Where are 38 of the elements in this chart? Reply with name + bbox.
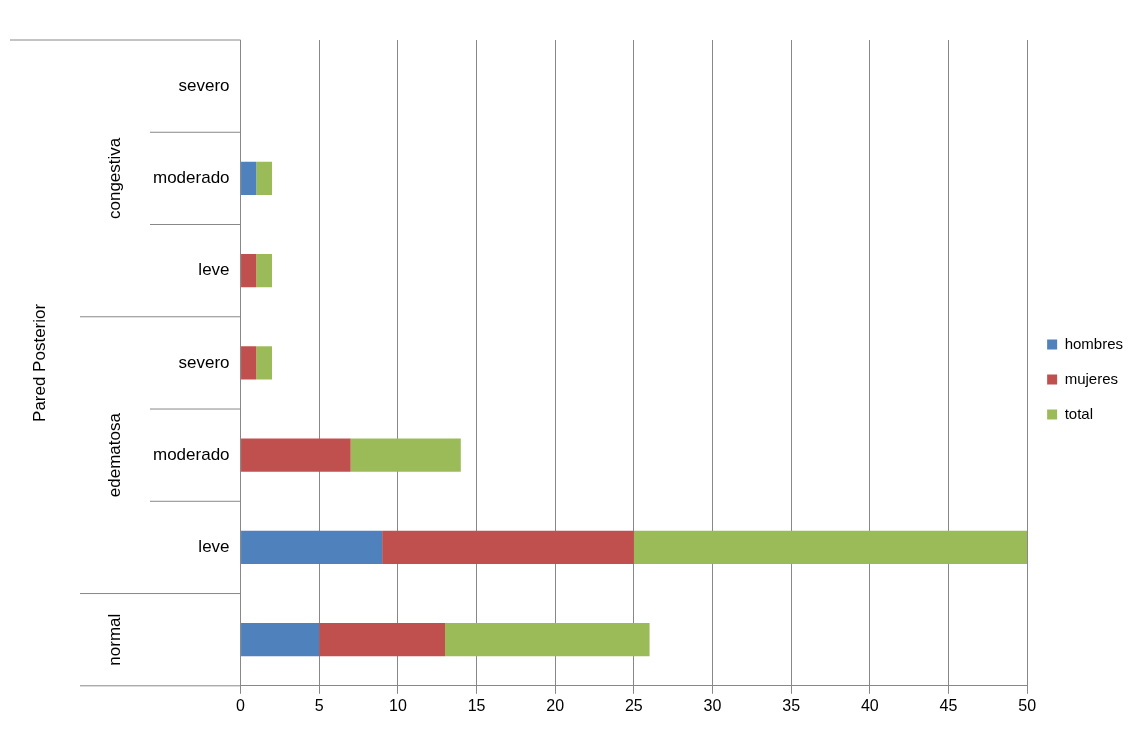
bar xyxy=(241,438,351,472)
y-tick-label: moderado xyxy=(152,168,230,188)
text: edematosa xyxy=(104,412,124,498)
x-tick-label: 35 xyxy=(782,696,801,714)
x-tick-label: 50 xyxy=(1018,696,1037,714)
legend-label: hombres xyxy=(1064,334,1123,352)
y-tick-label: leve xyxy=(198,260,230,280)
x-tick-label: 40 xyxy=(860,696,879,714)
x-tick-label: 20 xyxy=(546,696,565,714)
y-tick-label: moderado xyxy=(152,444,230,464)
bar xyxy=(241,254,257,288)
y-tick-label: severo xyxy=(178,352,230,372)
bar xyxy=(241,623,320,657)
x-tick-label: 30 xyxy=(703,696,722,714)
legend-label: total xyxy=(1064,404,1093,422)
bar xyxy=(445,623,650,657)
bar xyxy=(241,530,383,565)
text: Pared Posterior xyxy=(29,303,49,422)
bar xyxy=(256,254,273,288)
x-tick-label: 15 xyxy=(467,696,486,714)
x-tick-label: 5 xyxy=(314,696,324,714)
bar xyxy=(350,438,461,472)
x-tick-label: 0 xyxy=(236,696,246,714)
bar xyxy=(319,623,446,657)
text: normal xyxy=(104,613,124,666)
bar xyxy=(256,161,273,195)
bar xyxy=(241,161,257,195)
bar xyxy=(256,346,273,380)
text: congestiva xyxy=(104,137,124,220)
x-tick-label: 10 xyxy=(388,696,407,714)
y-tick-label: leve xyxy=(198,537,230,557)
bar xyxy=(633,530,1028,565)
bar xyxy=(241,346,257,380)
bar xyxy=(382,530,634,565)
x-tick-label: 45 xyxy=(939,696,958,714)
y-tick-label: severo xyxy=(178,75,230,95)
x-tick-label: 25 xyxy=(624,696,643,714)
legend-label: mujeres xyxy=(1064,369,1118,387)
